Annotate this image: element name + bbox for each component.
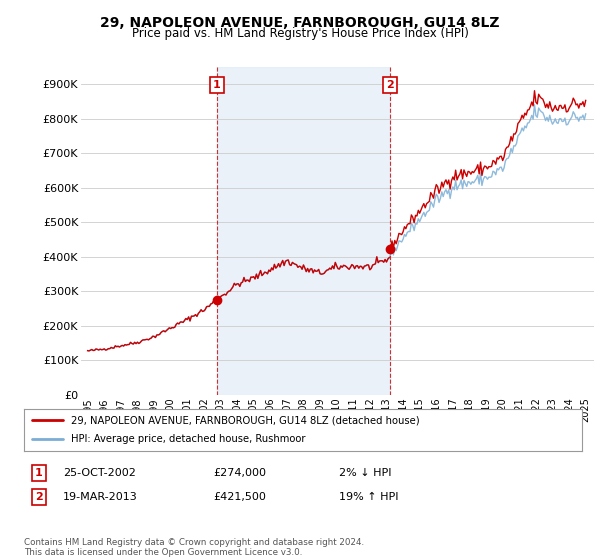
Text: Price paid vs. HM Land Registry's House Price Index (HPI): Price paid vs. HM Land Registry's House … — [131, 27, 469, 40]
Text: 19% ↑ HPI: 19% ↑ HPI — [339, 492, 398, 502]
Text: 29, NAPOLEON AVENUE, FARNBOROUGH, GU14 8LZ (detached house): 29, NAPOLEON AVENUE, FARNBOROUGH, GU14 8… — [71, 415, 420, 425]
Text: Contains HM Land Registry data © Crown copyright and database right 2024.
This d: Contains HM Land Registry data © Crown c… — [24, 538, 364, 557]
Text: HPI: Average price, detached house, Rushmoor: HPI: Average price, detached house, Rush… — [71, 435, 306, 445]
Text: 2: 2 — [386, 80, 394, 90]
Text: £274,000: £274,000 — [213, 468, 266, 478]
Text: 2: 2 — [35, 492, 43, 502]
Text: 1: 1 — [35, 468, 43, 478]
Text: 2% ↓ HPI: 2% ↓ HPI — [339, 468, 391, 478]
Text: 1: 1 — [213, 80, 221, 90]
Text: £421,500: £421,500 — [213, 492, 266, 502]
Text: 19-MAR-2013: 19-MAR-2013 — [63, 492, 138, 502]
Text: 25-OCT-2002: 25-OCT-2002 — [63, 468, 136, 478]
Bar — [217, 67, 390, 395]
Text: 29, NAPOLEON AVENUE, FARNBOROUGH, GU14 8LZ: 29, NAPOLEON AVENUE, FARNBOROUGH, GU14 8… — [100, 16, 500, 30]
